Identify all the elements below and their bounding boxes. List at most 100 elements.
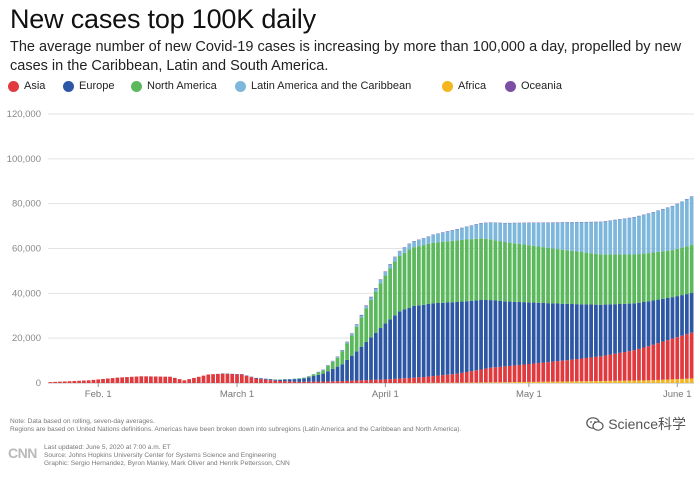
bar-africa	[546, 381, 550, 383]
bar-europe	[536, 302, 541, 364]
last-updated: Last updated: June 5, 2020 at 7:00 a.m. …	[44, 444, 171, 451]
source-credit: Source: Johns Hopkins University Center …	[44, 452, 276, 459]
bar-asia	[507, 365, 512, 383]
bar-asia	[201, 375, 206, 383]
bar-europe	[670, 297, 675, 339]
bar-asia	[249, 377, 254, 383]
note-line-1: Note: Data based on rolling, seven-day a…	[10, 418, 155, 425]
bar-asia	[460, 372, 464, 383]
bar-latin-america-and-the-caribbean	[550, 222, 555, 249]
bar-asia	[397, 378, 402, 383]
bar-latin-america-and-the-caribbean	[555, 222, 560, 250]
bar-asia	[53, 381, 58, 383]
bar-latin-america-and-the-caribbean	[560, 222, 565, 250]
bar-europe	[259, 378, 263, 380]
bar-north-america	[455, 240, 459, 302]
bar-latin-america-and-the-caribbean	[503, 223, 507, 242]
bar-latin-america-and-the-caribbean	[345, 342, 349, 344]
bar-asia	[402, 378, 407, 383]
bar-asia	[416, 377, 421, 383]
bar-africa	[488, 382, 493, 383]
bar-latin-america-and-the-caribbean	[536, 222, 541, 247]
bar-asia	[364, 380, 369, 383]
bar-asia	[192, 377, 196, 383]
bar-asia	[230, 374, 235, 383]
bar-latin-america-and-the-caribbean	[479, 223, 483, 239]
bar-europe	[641, 301, 646, 348]
bar-latin-america-and-the-caribbean	[354, 324, 359, 327]
bar-latin-america-and-the-caribbean	[369, 297, 373, 300]
bar-asia	[579, 358, 584, 382]
bar-asia	[665, 340, 670, 380]
bar-africa	[670, 379, 675, 383]
bar-north-america	[646, 253, 651, 302]
bar-latin-america-and-the-caribbean	[383, 271, 388, 276]
bar-north-america	[445, 241, 450, 303]
bar-latin-america-and-the-caribbean	[584, 222, 589, 253]
bar-asia	[632, 350, 637, 381]
bar-asia	[584, 357, 589, 382]
bar-latin-america-and-the-caribbean	[436, 233, 440, 243]
bar-asia	[225, 373, 230, 383]
bar-latin-america-and-the-caribbean	[431, 234, 436, 243]
legend-swatch-europe	[63, 80, 74, 92]
bar-asia	[235, 374, 239, 383]
bar-africa	[527, 381, 531, 383]
bar-africa	[675, 379, 680, 383]
bar-latin-america-and-the-caribbean	[378, 279, 383, 284]
bar-north-america	[675, 248, 680, 297]
bar-africa	[627, 380, 632, 383]
bar-africa	[541, 381, 546, 383]
bar-europe	[326, 371, 330, 382]
bar-north-america	[541, 247, 546, 303]
bar-europe	[273, 379, 278, 381]
bar-africa	[680, 378, 684, 383]
bar-europe	[555, 303, 560, 362]
bar-asia	[335, 381, 340, 383]
bar-asia	[58, 381, 62, 383]
bar-africa	[565, 381, 570, 383]
bar-latin-america-and-the-caribbean	[546, 222, 550, 248]
bar-latin-america-and-the-caribbean	[440, 232, 445, 242]
bar-north-america	[431, 242, 436, 304]
bar-asia	[101, 378, 105, 383]
bar-asia	[426, 376, 431, 383]
bar-asia	[187, 379, 192, 383]
bar-africa	[646, 380, 651, 383]
bar-europe	[316, 374, 321, 382]
bar-europe	[445, 302, 450, 375]
bar-europe	[340, 364, 345, 382]
bar-north-america	[550, 248, 555, 304]
x-tick-label: June 1	[663, 389, 692, 400]
chart-footer: Last updated: June 5, 2020 at 7:00 a.m. …	[44, 444, 290, 468]
bar-north-america	[637, 254, 641, 303]
bar-africa	[579, 381, 584, 383]
bar-asia	[349, 380, 354, 383]
bar-asia	[656, 343, 660, 380]
bar-asia	[239, 374, 244, 383]
bar-latin-america-and-the-caribbean	[637, 215, 641, 255]
y-tick-label: 120,000	[7, 109, 41, 120]
bar-europe	[507, 301, 512, 366]
bar-europe	[302, 378, 306, 382]
bar-europe	[397, 311, 402, 379]
bar-latin-america-and-the-caribbean	[493, 222, 498, 241]
bar-asia	[646, 346, 651, 381]
bar-asia	[144, 376, 148, 383]
bar-north-america	[297, 378, 302, 379]
bar-europe	[656, 299, 660, 344]
bar-asia	[287, 381, 292, 383]
bar-north-america	[479, 238, 483, 300]
bar-north-america	[421, 245, 426, 305]
y-tick-label: 100,000	[7, 154, 41, 165]
bar-north-america	[326, 366, 330, 372]
bar-europe	[498, 300, 503, 367]
bar-latin-america-and-the-caribbean	[670, 206, 675, 251]
x-tick-label: May 1	[516, 389, 542, 400]
bar-north-america	[469, 239, 474, 301]
bar-africa	[512, 382, 517, 383]
bar-latin-america-and-the-caribbean	[407, 243, 412, 250]
bar-asia	[541, 362, 546, 382]
bar-asia	[512, 365, 517, 383]
legend-swatch-asia	[8, 80, 19, 92]
